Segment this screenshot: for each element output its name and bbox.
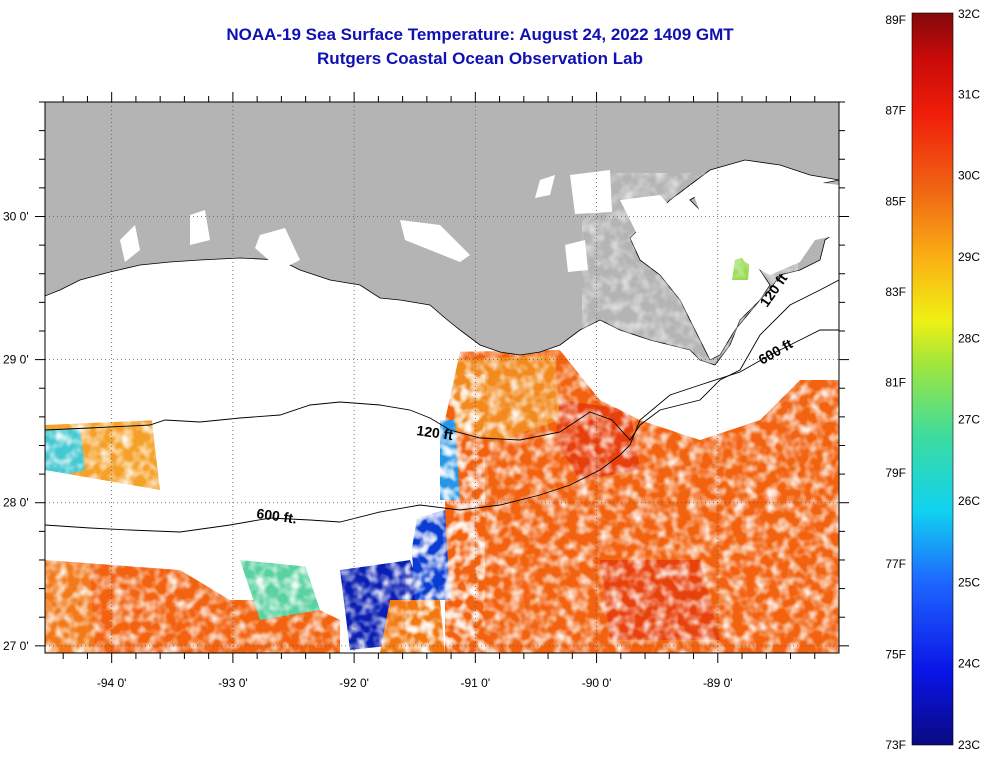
colorbar-c-label: 28C — [958, 331, 980, 345]
cloud-mask-shelf — [45, 300, 460, 425]
colorbar-c-label: 31C — [958, 87, 980, 101]
colorbar-f-label: 77F — [885, 557, 906, 571]
lon-tick-label: -91 0' — [461, 676, 491, 690]
colorbar-c-label: 26C — [958, 494, 980, 508]
lon-tick-label: -93 0' — [218, 676, 248, 690]
colorbar-c-label: 23C — [958, 738, 980, 752]
bathymetry-contours — [44, 279, 840, 533]
lake — [565, 240, 588, 272]
lat-tick-label: 29 0' — [3, 353, 29, 367]
colorbar-f-label: 79F — [885, 466, 906, 480]
colorbar-c-label: 30C — [958, 169, 980, 183]
map-subtitle: Rutgers Coastal Ocean Observation Lab — [317, 49, 643, 68]
colorbar-f-label: 73F — [885, 738, 906, 752]
colorbar-c-label: 24C — [958, 657, 980, 671]
lake — [190, 210, 210, 245]
contour-600ft — [44, 329, 839, 533]
colorbar-f-label: 83F — [885, 285, 906, 299]
plot-frame — [44, 101, 840, 654]
lon-tick-label: -94 0' — [97, 676, 127, 690]
colorbar-f-label: 81F — [885, 376, 906, 390]
contour-label: 120 ft — [416, 422, 455, 443]
colorbar-f-label: 89F — [885, 13, 906, 27]
lat-tick-label: 30 0' — [3, 209, 29, 223]
colorbar-c-label: 29C — [958, 250, 980, 264]
axis-ticks — [35, 92, 849, 663]
lat-tick-label: 27 0' — [3, 639, 29, 653]
lon-tick-label: -90 0' — [582, 676, 612, 690]
map-title: NOAA-19 Sea Surface Temperature: August … — [226, 25, 734, 44]
colorbar-f-label: 85F — [885, 194, 906, 208]
lake — [400, 220, 470, 262]
lon-tick-label: -92 0' — [339, 676, 369, 690]
lon-tick-label: -89 0' — [703, 676, 733, 690]
cloud-mask-west — [45, 470, 420, 570]
colorbar-c-label: 27C — [958, 413, 980, 427]
colorbar-c-label: 25C — [958, 575, 980, 589]
lake — [535, 175, 555, 198]
colorbar-c-label: 32C — [958, 7, 980, 21]
lake — [255, 228, 300, 270]
contour-label: 600 ft. — [256, 505, 298, 526]
colorbar-f-label: 87F — [885, 104, 906, 118]
lake — [120, 225, 140, 262]
colorbar — [911, 12, 954, 746]
colorbar-f-label: 75F — [885, 647, 906, 661]
lat-tick-label: 28 0' — [3, 496, 29, 510]
graticule — [45, 102, 839, 653]
